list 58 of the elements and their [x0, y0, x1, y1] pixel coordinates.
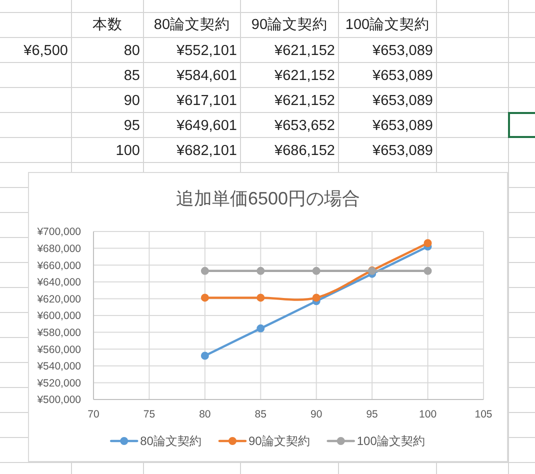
text: ¥621,152: [274, 43, 335, 60]
y-tick-label: ¥500,000: [36, 394, 82, 406]
x-tick-label: 105: [474, 408, 492, 421]
y-tick-label: ¥580,000: [36, 326, 82, 339]
x-tick-label: 80: [199, 408, 211, 421]
x-tick-label: 95: [366, 408, 378, 421]
text: ¥653,652: [274, 118, 335, 134]
y-tick-label: ¥600,000: [36, 310, 82, 322]
y-tick-label: 100: [116, 143, 140, 160]
x-tick-label: 100: [419, 408, 437, 421]
y-tick-label: ¥520,000: [36, 377, 82, 390]
y-tick-label: 85: [124, 68, 140, 84]
text: ¥653,089: [372, 118, 433, 134]
x-tick-label: 85: [254, 408, 267, 421]
x-tick-label: 70: [88, 408, 100, 421]
y-tick-label: 90: [124, 93, 140, 110]
text: ¥617,101: [176, 93, 237, 110]
text: ¥6,500: [22, 43, 68, 60]
point: [256, 266, 265, 275]
point: [312, 266, 320, 275]
point: [256, 324, 265, 332]
y-tick-label: ¥540,000: [36, 360, 82, 373]
legend-label: 90論文契約: [248, 434, 310, 448]
text: ¥621,152: [274, 68, 335, 84]
y-tick-label: 80: [124, 43, 140, 60]
legend-label: 100論文契約: [356, 434, 425, 448]
x-tick-label: 75: [143, 408, 156, 421]
text: ¥686,152: [274, 143, 335, 160]
y-axis-title: 本数: [92, 16, 122, 34]
text: ¥649,601: [176, 118, 237, 134]
text: ¥653,089: [372, 93, 433, 110]
text: ¥653,089: [372, 143, 433, 160]
x-tick-label: 100論文契約: [345, 16, 430, 34]
text: ¥552,101: [176, 43, 237, 60]
point: [312, 294, 320, 302]
legend-label: 80論文契約: [140, 434, 202, 448]
text: ¥584,601: [176, 68, 237, 84]
y-tick-label: ¥700,000: [36, 226, 82, 238]
point: [424, 239, 432, 248]
point: [200, 266, 209, 275]
y-tick-label: ¥660,000: [36, 260, 82, 272]
y-tick-label: ¥560,000: [36, 344, 82, 356]
y-tick-label: ¥680,000: [36, 242, 82, 255]
text: ¥653,089: [372, 43, 433, 60]
x-tick-label: 90論文契約: [251, 16, 328, 34]
y-tick-label: ¥620,000: [36, 293, 82, 306]
point: [256, 294, 265, 302]
point: [424, 266, 432, 275]
text: ¥621,152: [274, 93, 335, 110]
text: ¥682,101: [176, 143, 237, 160]
text: ¥653,089: [372, 68, 433, 84]
y-tick-label: 95: [124, 118, 140, 134]
point: [200, 352, 209, 360]
chart-title: 追加単価6500円の場合: [176, 188, 360, 208]
y-tick-label: ¥640,000: [36, 276, 82, 289]
x-tick-label: 80論文契約: [154, 16, 230, 34]
point: [200, 294, 209, 302]
x-tick-label: 90: [310, 408, 322, 421]
